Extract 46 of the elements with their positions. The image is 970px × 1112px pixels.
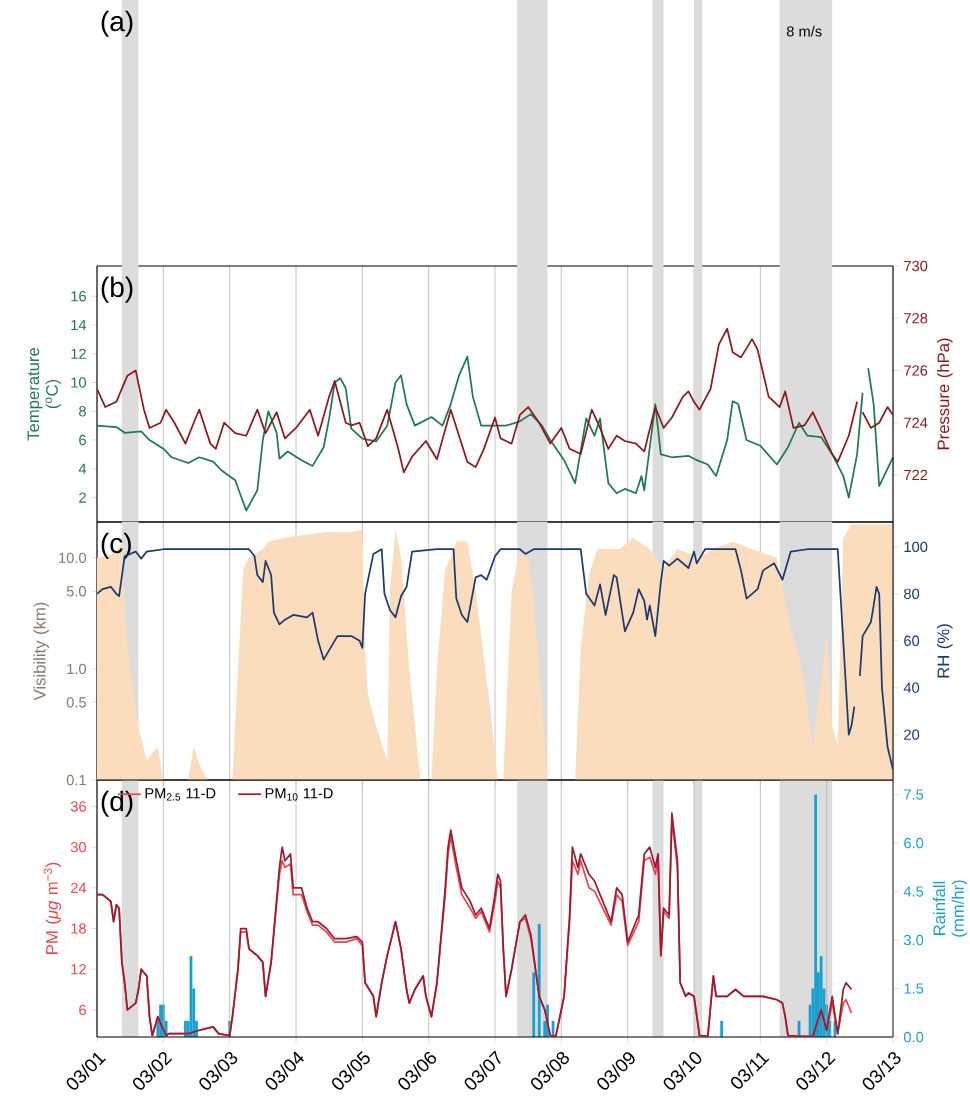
- y-tick-label: 10.0: [59, 552, 87, 563]
- y-tick-label: 2: [79, 492, 86, 503]
- y2-tick-label: 20: [904, 729, 920, 740]
- y2-tick-label: 40: [903, 682, 920, 693]
- y-tick-label: 14: [71, 319, 87, 331]
- chart-title: (c): [101, 532, 131, 559]
- text: (a): [101, 10, 133, 37]
- y2-tick-label: 4.5: [903, 886, 924, 897]
- legend-label: PM$_{2.5}$ 11-D: [145, 788, 216, 801]
- chart-title: (b): [101, 276, 133, 303]
- y2-tick-label: 100: [904, 541, 928, 553]
- text: 8 m/s: [786, 25, 822, 37]
- y-tick-label: 12: [71, 964, 86, 975]
- y2-tick-label: 722: [904, 469, 928, 481]
- chart-title: (d): [101, 790, 133, 817]
- y-axis-title: Visibility (km): [33, 602, 49, 701]
- y2-tick-label: 1.5: [904, 983, 924, 994]
- y-tick-label: 10: [71, 377, 87, 388]
- y-tick-label: 5.0: [66, 586, 87, 597]
- y2-tick-label: 6.0: [904, 837, 924, 849]
- y-tick-label: 24: [71, 882, 87, 893]
- y2-tick-label: 726: [904, 365, 928, 376]
- y2-tick-label: 60: [904, 635, 920, 646]
- y-tick-label: 18: [71, 923, 86, 934]
- y-tick-label: 1.0: [67, 663, 87, 675]
- y-tick-label: 36: [70, 801, 86, 812]
- y2-tick-label: 724: [904, 417, 928, 428]
- y-tick-label: 4: [78, 463, 87, 474]
- y2-axis-title: Pressure (hPa): [937, 338, 953, 450]
- y2-tick-label: 7.5: [904, 789, 924, 800]
- y-tick-label: 16: [71, 291, 86, 302]
- legend-label: PM$_{10}$ 11-D: [265, 788, 333, 801]
- y-tick-label: 6: [79, 1004, 86, 1016]
- y2-tick-label: 730: [904, 260, 928, 272]
- y2-axis-title: Rainfall (mm/hr): [932, 880, 968, 937]
- y2-tick-label: 80: [904, 588, 920, 600]
- y-tick-label: 30: [70, 841, 87, 853]
- y-tick-label: 0.5: [66, 697, 86, 708]
- y2-axis-title: RH (%): [937, 624, 953, 678]
- y-tick-label: 12: [71, 348, 86, 359]
- y2-tick-label: 0.0: [903, 1031, 924, 1043]
- y-tick-label: 0.1: [66, 774, 86, 786]
- y-tick-label: 8: [79, 406, 86, 417]
- y-tick-label: 6: [79, 434, 86, 446]
- y2-tick-label: 728: [904, 313, 928, 324]
- y2-tick-label: 3.0: [903, 934, 924, 946]
